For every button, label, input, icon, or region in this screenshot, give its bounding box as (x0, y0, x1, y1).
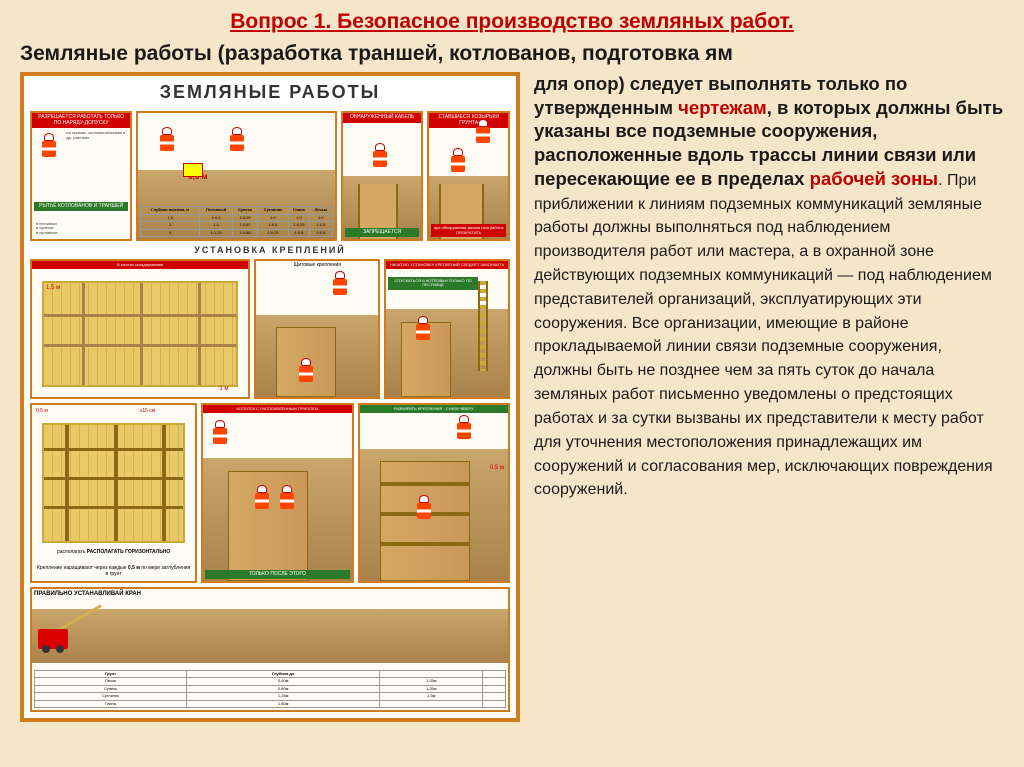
safety-poster: ЗЕМЛЯНЫЕ РАБОТЫ РАЗРЕШАЕТСЯ РАБОТАТЬ ТОЛ… (20, 72, 520, 722)
ground-layer (32, 609, 508, 663)
dim-edge: 0,5 м (36, 409, 48, 415)
panel-overhang: СТАВШИЕСЯ КОЗЫРЬКИ ГРУНТА при обнаружени… (427, 111, 510, 241)
banner-finish: НАЧАТУЮ УСТАНОВКУ КРЕПЛЕНИЙ СЛЕДУЕТ ЗАКО… (386, 261, 508, 269)
dim-w: 1 м (219, 386, 228, 393)
worker-icon (278, 485, 296, 513)
worker-icon (211, 420, 229, 448)
micro-table: Глубина выемки, мПесчаныйСупесьСуглинокГ… (140, 206, 333, 237)
worker-icon (158, 127, 176, 155)
panel-crane: ПРАВИЛЬНО УСТАНАВЛИВАЙ КРАН ГрунтГлубина… (30, 587, 510, 712)
soil-list: в песчаныхв супесяхв суглинках (36, 222, 57, 235)
question-title: Вопрос 1. Безопасное производство землян… (20, 10, 1004, 34)
subtitle-line: Земляные работы (разработка траншей, кот… (20, 42, 1004, 66)
panel-remove-shoring: РАЗБИРАТЬ КРЕПЛЕНИЯ - СНИЗУ ВВЕРХ 0,5 м (358, 403, 510, 583)
worker-icon (253, 485, 271, 513)
poster-heading: ЗЕМЛЯНЫЕ РАБОТЫ (30, 82, 510, 103)
content-wrap: ЗЕМЛЯНЫЕ РАБОТЫ РАЗРЕШАЕТСЯ РАБОТАТЬ ТОЛ… (20, 72, 1004, 722)
poster-row-3: 0,5 м ≥15 см Крепление наращивают через … (30, 403, 510, 583)
worker-icon (455, 415, 473, 443)
horizontal-label: располагать РАСПОЛАГАТЬ ГОРИЗОНТАЛЬНО (36, 550, 191, 556)
worker-icon (331, 271, 349, 299)
warning-sign-icon (183, 163, 203, 177)
banner-placement: В местах складирования (32, 261, 248, 269)
after-label: ТОЛЬКО ПОСЛЕ ЭТОГО (205, 570, 349, 580)
crane-table: ГрунтГлубина до Песок0,60м1,25м Супесь0,… (34, 670, 506, 708)
panel-pit-handoff: КОТЕЛОК С РАСПЛАВЛЕННЫМ ПРИПОЕМ ТОЛЬКО П… (201, 403, 353, 583)
worker-icon (414, 316, 432, 344)
worker-icon (371, 143, 389, 171)
banner-pit: КОТЕЛОК С РАСПЛАВЛЕННЫМ ПРИПОЕМ (203, 405, 351, 413)
worker-icon (297, 358, 315, 386)
dim-gap: ≥15 см (140, 409, 156, 415)
shield-label: Щитовые крепления (256, 261, 378, 271)
banner-descend: СПУСКАТЬСЯ В КОТЛОВАН ТОЛЬКО ПО ЛЕСТНИЦЕ (388, 277, 478, 290)
dim-step: 0,5 м (490, 465, 504, 472)
worker-icon (474, 119, 492, 147)
ladder-icon (478, 281, 488, 371)
banner-cable: ОБНАРУЖЕННЫЙ КАБЕЛЬ (343, 113, 422, 123)
worker-icon (449, 148, 467, 176)
worker-icon (228, 127, 246, 155)
panel-shoring-frame: В местах складирования 1,5 м 1 м (30, 259, 250, 399)
worker-icon (415, 495, 433, 523)
red-1: чертежам (678, 97, 767, 118)
banner-remove: РАЗБИРАТЬ КРЕПЛЕНИЯ - СНИЗУ ВВЕРХ (360, 405, 508, 413)
poster-row-2: В местах складирования 1,5 м 1 м Щитовые… (30, 259, 510, 399)
poster-row-1: РАЗРЕШАЕТСЯ РАБОТАТЬ ТОЛЬКО ПО НАРЯДУ-ДО… (30, 111, 510, 241)
panel-cable-protect: ОБНАРУЖЕННЫЙ КАБЕЛЬ ЗАПРЕЩАЕТСЯ (341, 111, 424, 241)
extend-note: Крепление наращивают через каждые 0,5 м … (36, 566, 191, 577)
panel-extend: 0,5 м ≥15 см Крепление наращивают через … (30, 403, 197, 583)
banner-prohibit: ЗАПРЕЩАЕТСЯ (345, 228, 420, 238)
micro-table-2: ГрунтГлубина до Песок0,60м1,25м Супесь0,… (34, 670, 506, 708)
banner-trench: РЫТЬЁ КОТЛОВАНОВ И ТРАНШЕЙ (34, 202, 128, 212)
crane-title: ПРАВИЛЬНО УСТАНАВЛИВАЙ КРАН (32, 589, 508, 600)
slope-table: Глубина выемки, мПесчаныйСупесьСуглинокГ… (140, 206, 333, 237)
banner-overhang: СТАВШИЕСЯ КОЗЫРЬКИ ГРУНТА (429, 113, 508, 128)
panel-shield: Щитовые крепления (254, 259, 380, 399)
extend-frame (42, 423, 185, 543)
panel-cable-depth: 0,3 м Глубина выемки, мПесчаныйСупесьСуг… (136, 111, 337, 241)
shoring-frame-icon (42, 281, 238, 387)
banner-permit: РАЗРЕШАЕТСЯ РАБОТАТЬ ТОЛЬКО ПО НАРЯДУ-ДО… (32, 113, 130, 128)
red-2: рабочей зоны (810, 168, 938, 189)
banner-warning: при обнаружении запаха газа работы ПРЕКР… (431, 224, 506, 237)
section-shoring: УСТАНОВКА КРЕПЛЕНИЙ (30, 245, 510, 255)
panel-ladder: НАЧАТУЮ УСТАНОВКУ КРЕПЛЕНИЙ СЛЕДУЕТ ЗАКО… (384, 259, 510, 399)
shield-trench (276, 327, 336, 397)
dim-h: 1,5 м (46, 285, 60, 292)
worker-icon (40, 133, 58, 161)
poster-row-4: ПРАВИЛЬНО УСТАНАВЛИВАЙ КРАН ГрунтГлубина… (30, 587, 510, 712)
permit-text: на скопках, скотомогильниках и др. участ… (66, 131, 126, 141)
crane-icon (38, 599, 98, 649)
body-text: для опор) следует выполнять только по ут… (534, 72, 1004, 722)
panel-permit: РАЗРЕШАЕТСЯ РАБОТАТЬ ТОЛЬКО ПО НАРЯДУ-ДО… (30, 111, 132, 241)
body-rest: . При приближении к линиям подземных ком… (534, 172, 993, 499)
